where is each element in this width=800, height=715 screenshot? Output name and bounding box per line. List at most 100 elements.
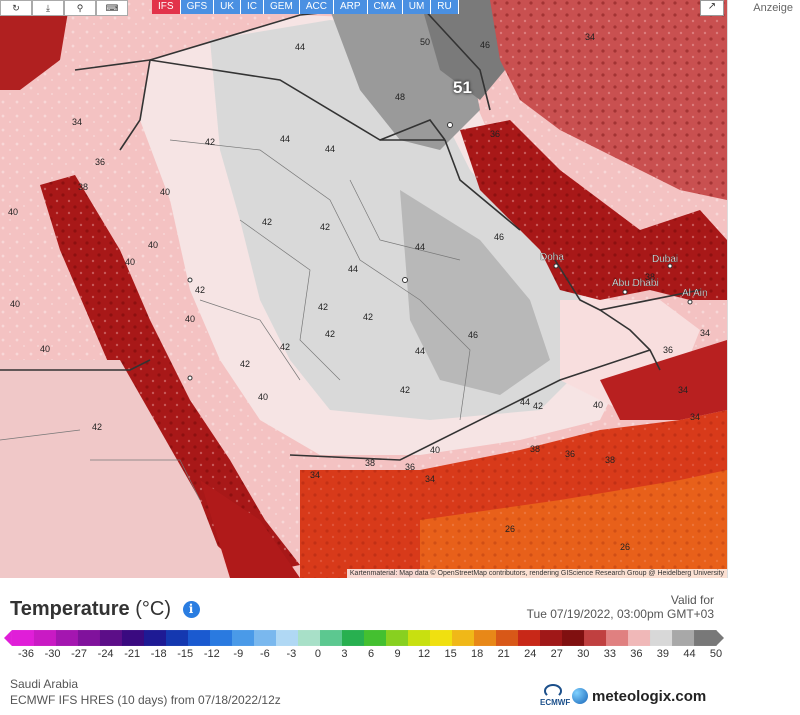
- model-tab-ru[interactable]: RU: [431, 0, 459, 14]
- scale-segment: [297, 630, 321, 646]
- zoom-icon[interactable]: ⚲: [64, 0, 96, 16]
- svg-text:42: 42: [400, 385, 410, 395]
- city-markers: [187, 122, 693, 381]
- svg-text:44: 44: [325, 144, 335, 154]
- scale-tick-label: 30: [577, 648, 590, 660]
- brand-text: meteologix.com: [592, 687, 707, 705]
- svg-text:44: 44: [415, 346, 425, 356]
- valid-time: Tue 07/19/2022, 03:00pm GMT+03: [526, 607, 714, 621]
- svg-text:40: 40: [125, 257, 135, 267]
- model-tab-uk[interactable]: UK: [214, 0, 242, 14]
- svg-text:42: 42: [533, 401, 543, 411]
- weather-map[interactable]: 44 50 48 42 44 44 40 42 42 44 44 46 42 42 42 42 44 4…: [0, 0, 727, 578]
- scale-segment: [187, 630, 211, 646]
- scale-right-arrow: [716, 630, 724, 646]
- scale-tick-label: 9: [394, 648, 401, 660]
- model-run-label: ECMWF IFS HRES (10 days) from 07/18/2022…: [10, 693, 281, 707]
- svg-text:38: 38: [605, 455, 615, 465]
- svg-text:40: 40: [593, 400, 603, 410]
- scale-tick-label: -30: [44, 648, 61, 660]
- scale-tick-label: 6: [367, 648, 375, 660]
- scale-segment: [562, 630, 585, 646]
- scale-segment: [121, 630, 145, 646]
- meteologix-logo[interactable]: meteologix.com: [572, 688, 706, 705]
- scale-segment: [430, 630, 453, 646]
- ad-label: Anzeige: [753, 2, 793, 14]
- city-labels: Doha Dubai Abu Dhabi Al Ain: [540, 252, 708, 299]
- legend-panel: Temperature (°C) i Valid for Tue 07/19/2…: [0, 578, 800, 715]
- svg-text:36: 36: [95, 157, 105, 167]
- valid-label: Valid for: [670, 593, 714, 607]
- map-attribution: Kartenmaterial: Map data © OpenStreetMap…: [346, 569, 727, 578]
- scale-segment: [452, 630, 475, 646]
- scale-tick-label: 44: [683, 648, 696, 660]
- model-tab-gem[interactable]: GEM: [264, 0, 300, 14]
- share-icon[interactable]: ↗: [700, 0, 724, 16]
- model-tab-gfs[interactable]: GFS: [180, 0, 215, 14]
- scale-segment: [231, 630, 255, 646]
- scale-tick-label: -12: [203, 648, 220, 660]
- svg-text:44: 44: [520, 397, 530, 407]
- scale-tick-label: 12: [417, 648, 431, 660]
- model-tab-cma[interactable]: CMA: [367, 0, 403, 14]
- scale-segment: [694, 630, 717, 646]
- model-tab-ifs[interactable]: IFS: [152, 0, 181, 14]
- scale-tick-label: 3: [341, 648, 348, 660]
- svg-text:42: 42: [363, 312, 373, 322]
- branding: ECMWF meteologix.com: [540, 684, 706, 708]
- model-tab-um[interactable]: UM: [402, 0, 432, 14]
- scale-tick-label: 39: [656, 648, 670, 660]
- scale-segment: [11, 630, 35, 646]
- city-doha: Doha: [540, 252, 564, 263]
- scale-ticks: -36 -30 -27 -24 -21 -18 -15 -12 -9 -6 -3 0 3 6 9 12 15 18…: [0, 648, 800, 664]
- svg-text:38: 38: [78, 182, 88, 192]
- scale-tick-label: 21: [497, 648, 510, 660]
- refresh-icon[interactable]: ↻: [0, 0, 32, 16]
- svg-text:40: 40: [258, 392, 268, 402]
- download-icon[interactable]: ⤓: [32, 0, 64, 16]
- model-tab-acc[interactable]: ACC: [299, 0, 334, 14]
- ecmwf-logo[interactable]: ECMWF: [540, 684, 570, 708]
- svg-text:38: 38: [530, 444, 540, 454]
- scale-segment: [165, 630, 189, 646]
- svg-text:34: 34: [310, 470, 320, 480]
- scale-segment: [99, 630, 123, 646]
- svg-text:42: 42: [320, 222, 330, 232]
- svg-text:40: 40: [430, 445, 440, 455]
- info-icon[interactable]: i: [182, 601, 200, 619]
- scale-tick-label: -18: [150, 648, 167, 660]
- scale-tick-label: 36: [630, 648, 643, 660]
- svg-text:46: 46: [494, 232, 504, 242]
- scale-segment: [341, 630, 365, 646]
- legend-title-text: Temperature: [10, 598, 130, 620]
- svg-text:40: 40: [185, 314, 195, 324]
- svg-text:42: 42: [240, 359, 250, 369]
- svg-text:50: 50: [420, 37, 430, 47]
- scale-tick-label: 18: [471, 648, 484, 660]
- keyboard-icon[interactable]: ⌨: [96, 0, 128, 16]
- scale-segment: [408, 630, 431, 646]
- svg-text:42: 42: [92, 422, 102, 432]
- model-tab-arp[interactable]: ARP: [333, 0, 368, 14]
- ad-sidebar: Anzeige: [727, 0, 800, 578]
- svg-text:34: 34: [700, 328, 710, 338]
- scale-segment: [33, 630, 57, 646]
- city-dubai: Dubai: [652, 254, 678, 265]
- scale-tick-label: -3: [286, 648, 297, 660]
- svg-text:36: 36: [663, 345, 673, 355]
- scale-tick-label: -6: [259, 648, 270, 660]
- scale-tick-label: 15: [444, 648, 457, 660]
- color-scale: [4, 630, 724, 646]
- scale-tick-label: 50: [709, 648, 723, 660]
- model-tab-ic[interactable]: IC: [241, 0, 265, 14]
- svg-text:40: 40: [160, 187, 170, 197]
- svg-text:34: 34: [690, 412, 700, 422]
- svg-text:46: 46: [468, 330, 478, 340]
- scale-tick-label: -36: [18, 648, 34, 660]
- svg-text:42: 42: [205, 137, 215, 147]
- svg-text:34: 34: [72, 117, 82, 127]
- svg-text:48: 48: [395, 92, 405, 102]
- svg-text:34: 34: [425, 474, 435, 484]
- forecast-meta: Saudi Arabia ECMWF IFS HRES (10 days) fr…: [10, 676, 281, 708]
